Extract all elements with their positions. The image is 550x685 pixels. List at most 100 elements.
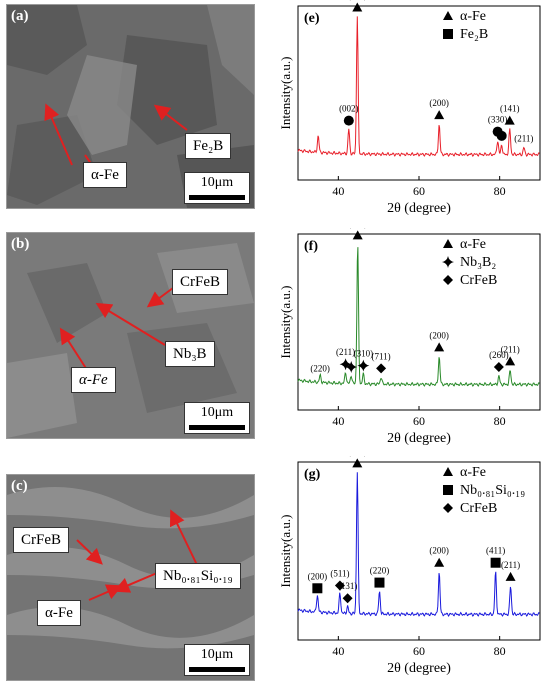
legend-marker-star xyxy=(442,256,454,268)
x-axis-label: 2θ (degree) xyxy=(387,661,451,676)
peak-marker-triangle xyxy=(352,230,363,240)
scale-bar-text-c: 10μm xyxy=(200,647,234,662)
legend-label: CrFeB xyxy=(460,273,497,288)
y-axis-label: Intensity(a.u.) xyxy=(278,286,293,359)
peak-marker-star xyxy=(357,359,370,372)
peak-label: (200) xyxy=(308,571,328,581)
peak-marker-triangle xyxy=(434,110,445,120)
x-tick-label: 40 xyxy=(332,414,344,428)
peak-label: (711) xyxy=(372,351,391,361)
peak-marker-triangle xyxy=(504,115,515,125)
xrd-chart-e: 40 60 80 2θ (degree) Intensity(a.u.) (e) (002)… xyxy=(262,0,550,220)
panel-letter: (g) xyxy=(304,467,321,482)
legend-marker-triangle xyxy=(443,11,453,20)
peak-marker-diamond xyxy=(493,362,504,372)
peak-label: (260) xyxy=(489,350,509,360)
sem-image-a: (a) α-Fe Fe₂B 10μm xyxy=(6,4,255,209)
scale-bar-text-b: 10μm xyxy=(200,405,234,420)
x-tick-label: 60 xyxy=(413,414,425,428)
legend-marker-diamond xyxy=(443,503,453,513)
peak-marker-diamond xyxy=(334,580,345,591)
panel-letter-a: (a) xyxy=(11,8,29,24)
label-alpha-fe-b: α-Fe xyxy=(71,367,116,393)
peak-label: (211) xyxy=(501,344,520,354)
xrd-pattern-line xyxy=(297,472,540,617)
peak-label: (200) xyxy=(429,546,449,556)
legend-label: α-Fe xyxy=(460,465,486,480)
peak-marker-triangle xyxy=(505,571,516,581)
legend-label: CrFeB xyxy=(460,501,497,516)
label-crfeb-c: CrFeB xyxy=(13,527,70,553)
legend-label: Fe₂B xyxy=(460,27,488,42)
peak-marker-diamond xyxy=(376,363,387,374)
panel-letter-c: (c) xyxy=(11,478,28,494)
x-tick-label: 60 xyxy=(413,644,425,658)
x-axis-label: 2θ (degree) xyxy=(387,431,451,446)
peak-marker-star xyxy=(345,361,358,373)
x-tick-label: 80 xyxy=(494,184,506,198)
peak-label: (131) xyxy=(338,581,358,591)
legend-marker-square xyxy=(443,485,453,495)
panel-letter: (f) xyxy=(304,239,318,254)
scale-bar-b: 10μm xyxy=(184,402,250,434)
xrd-chart-f: 40 60 80 2θ (degree) Intensity(a.u.) (f) (220)… xyxy=(262,228,550,450)
legend-label: α-Fe xyxy=(460,9,486,24)
peak-label: (511) xyxy=(330,568,349,578)
peak-marker-triangle xyxy=(352,2,363,12)
peak-marker-triangle xyxy=(434,557,445,567)
peak-marker-circle xyxy=(496,130,507,141)
label-alpha-fe-a: α-Fe xyxy=(83,162,127,188)
peak-label: (411) xyxy=(486,546,505,556)
peak-marker-square xyxy=(490,557,501,568)
peak-marker-square xyxy=(312,583,323,594)
legend-marker-triangle xyxy=(443,467,453,476)
legend-label: Nb₀.₈₁Si₀.₁₉ xyxy=(460,483,525,498)
peak-marker-star xyxy=(339,358,352,371)
peak-label: (310) xyxy=(354,349,374,359)
label-alpha-fe-c: α-Fe xyxy=(37,600,81,626)
y-axis-label: Intensity(a.u.) xyxy=(278,515,293,588)
peak-marker-triangle xyxy=(434,342,445,352)
sem-image-c: (c) CrFeB Nb₀.₈₁Si₀.₁₉ α-Fe 10μm xyxy=(6,474,255,681)
xrd-chart-g-svg: 40 60 80 2θ (degree) Intensity(a.u.) (g) (200)… xyxy=(278,456,541,676)
peak-label: (200) xyxy=(429,98,449,108)
peak-marker-circle xyxy=(343,115,354,126)
label-crfeb-b: CrFeB xyxy=(172,269,229,295)
x-axis-label: 2θ (degree) xyxy=(387,201,451,216)
xrd-chart-e-svg: 40 60 80 2θ (degree) Intensity(a.u.) (e) (002)… xyxy=(278,0,541,216)
xrd-pattern-line xyxy=(297,247,540,387)
scale-bar-line-c xyxy=(189,667,245,672)
y-axis-label: Intensity(a.u.) xyxy=(278,57,293,130)
peak-label: (220) xyxy=(370,566,390,576)
plot-frame xyxy=(297,5,541,181)
xrd-chart-f-svg: 40 60 80 2θ (degree) Intensity(a.u.) (f) (220)… xyxy=(278,228,541,446)
sem-texture-a xyxy=(7,5,254,208)
peak-marker-square xyxy=(374,577,385,588)
peak-label: (141) xyxy=(500,104,520,114)
xrd-pattern-line xyxy=(297,16,540,158)
x-tick-label: 40 xyxy=(332,184,344,198)
legend-marker-square xyxy=(443,29,453,39)
peak-marker-triangle xyxy=(505,356,516,366)
x-tick-label: 40 xyxy=(332,644,344,658)
peak-marker-diamond xyxy=(342,593,353,604)
x-tick-label: 80 xyxy=(494,644,506,658)
scale-bar-line-b xyxy=(189,425,245,430)
arrows-c xyxy=(76,509,198,601)
panel-letter: (e) xyxy=(304,11,320,26)
xrd-chart-g: 40 60 80 2θ (degree) Intensity(a.u.) (g) (200)… xyxy=(262,456,550,680)
scale-bar-text-a: 10μm xyxy=(200,175,234,190)
scale-bar-line-a xyxy=(189,195,245,200)
legend-marker-triangle xyxy=(443,239,453,248)
legend-marker-diamond xyxy=(443,275,453,285)
peak-label: (211) xyxy=(501,560,520,570)
label-nb3b-b: Nb₃B xyxy=(165,341,215,367)
peak-marker-triangle xyxy=(352,458,363,468)
legend-label: Nb₃B₂ xyxy=(460,255,496,270)
label-fe2b-a: Fe₂B xyxy=(185,133,232,159)
peak-label: (211) xyxy=(336,347,355,357)
peak-label: (330) xyxy=(488,115,508,125)
peak-label: (211) xyxy=(514,134,533,144)
label-nbsi-c: Nb₀.₈₁Si₀.₁₉ xyxy=(155,563,241,589)
panel-letter-b: (b) xyxy=(11,236,30,252)
